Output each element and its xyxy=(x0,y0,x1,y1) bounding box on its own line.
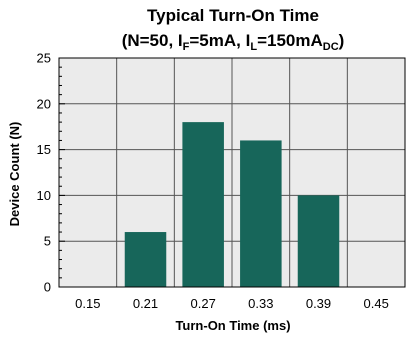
y-tick-label-10: 10 xyxy=(37,188,51,203)
x-axis-title: Turn-On Time (ms) xyxy=(175,318,290,333)
x-tick-label-0.21: 0.21 xyxy=(133,296,158,311)
x-tick-label-0.15: 0.15 xyxy=(75,296,100,311)
bars xyxy=(124,122,340,288)
bar-0.39 xyxy=(297,195,340,287)
title-sub-f: F xyxy=(183,41,190,53)
y-tick-label-5: 5 xyxy=(44,234,51,249)
title-part-1: (N=50, I xyxy=(122,31,183,50)
plot-frame xyxy=(58,57,406,288)
title-part-3: =150mA xyxy=(257,31,323,50)
y-axis-title: Device Count (N) xyxy=(7,122,22,227)
y-tick-label-15: 15 xyxy=(37,142,51,157)
chart-title-line-1: Typical Turn-On Time xyxy=(147,6,319,25)
title-sub-dc: DC xyxy=(323,41,339,53)
x-tick-label-0.39: 0.39 xyxy=(306,296,331,311)
title-part-2: =5mA, I xyxy=(189,31,250,50)
title-part-4: ) xyxy=(339,31,345,50)
x-tick-label-0.33: 0.33 xyxy=(248,296,273,311)
y-tick-label-0: 0 xyxy=(44,280,51,295)
bar-0.33 xyxy=(240,140,282,287)
y-tick-labels: 0 5 10 15 20 25 xyxy=(37,51,51,295)
bar-0.21 xyxy=(124,232,167,287)
grid-lines xyxy=(59,58,405,287)
x-tick-label-0.45: 0.45 xyxy=(364,296,389,311)
x-tick-labels: 0.15 0.21 0.27 0.33 0.39 0.45 xyxy=(75,296,389,311)
y-tick-label-20: 20 xyxy=(37,96,51,111)
title-sub-l: L xyxy=(250,41,257,53)
chart-title-line-2: (N=50, IF=5mA, IL=150mADC) xyxy=(122,31,345,53)
x-tick-label-0.27: 0.27 xyxy=(191,296,216,311)
bar-0.27 xyxy=(182,122,224,288)
y-tick-label-25: 25 xyxy=(37,51,51,66)
